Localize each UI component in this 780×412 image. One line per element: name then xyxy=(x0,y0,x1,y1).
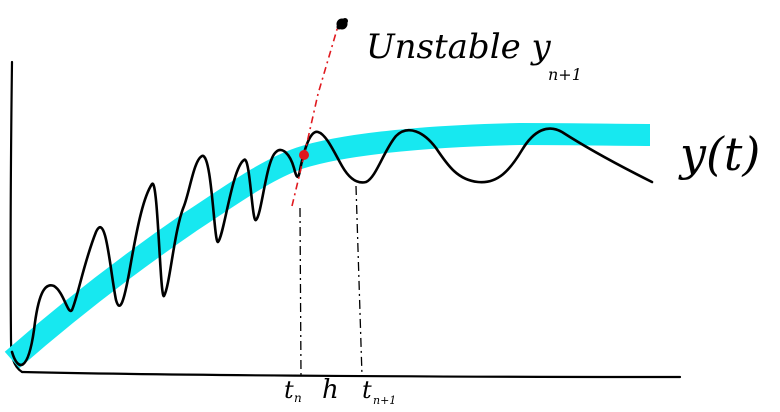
curve-label: y(t) xyxy=(678,127,760,181)
step-size-label: h xyxy=(322,375,339,405)
current-step-point xyxy=(299,150,309,160)
y-axis xyxy=(9,60,24,374)
unstable-projection-line xyxy=(291,25,339,207)
t-n-label-subscript: n xyxy=(294,391,302,405)
t-n1-guide-line xyxy=(355,185,363,377)
t-n1-label-subscript: n+1 xyxy=(373,394,396,407)
x-axis xyxy=(20,370,682,379)
t-n1-label: t xyxy=(362,376,372,404)
t-n-label: t xyxy=(284,376,294,404)
unstable-label: Unstable y xyxy=(366,27,552,67)
numerical-solution-curve xyxy=(10,127,654,367)
t-n-guide-line xyxy=(299,207,302,377)
unstable-label-subscript: n+1 xyxy=(548,65,582,84)
true-solution-curve xyxy=(4,122,651,369)
unstable-point-marker xyxy=(336,18,348,30)
